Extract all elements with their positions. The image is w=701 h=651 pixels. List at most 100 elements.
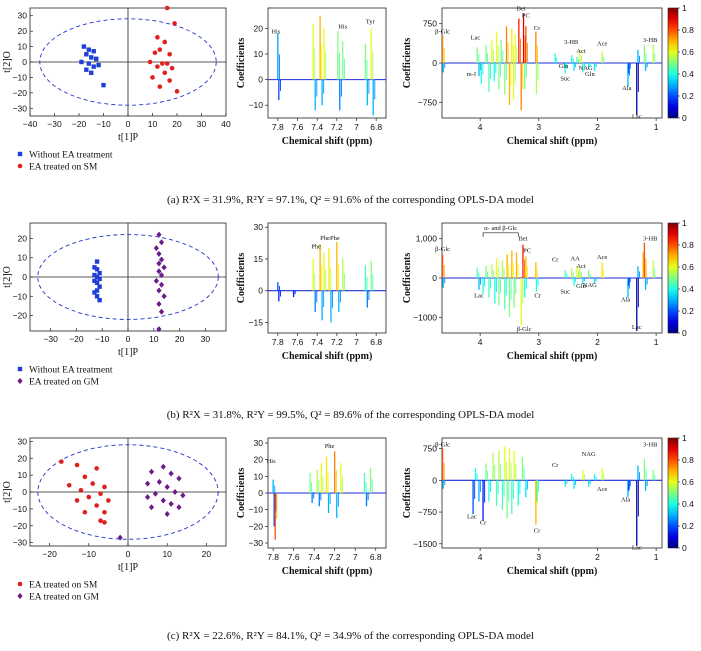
x-tick-label: 20 xyxy=(202,549,212,559)
x-tick-label: −40 xyxy=(23,119,38,129)
data-point xyxy=(94,294,100,299)
y-tick-label: 20 xyxy=(254,455,264,465)
colorbar-gradient xyxy=(667,7,679,119)
x-tick-label: 0 xyxy=(126,119,131,129)
x-tick-label: 3 xyxy=(536,337,541,347)
plot-frame xyxy=(441,437,663,549)
caption-text: R²X = 22.6%, R²Y = 84.1%, Q² = 34.9% of … xyxy=(182,630,534,642)
data-point xyxy=(86,494,92,500)
colorbar-c: 0 0.2 0.4 0.6 0.8 1 xyxy=(667,433,694,553)
data-point xyxy=(158,272,165,279)
coefficient-plot-aromatic-a: 7.8 7.6 7.4 7.2 7 6.8 −10 0 10 20 Chemical shift (… xyxy=(236,7,387,147)
peak-annotation: Bet xyxy=(518,236,527,243)
peak-annotation: PC xyxy=(523,247,531,254)
data-point xyxy=(156,260,162,267)
data-point xyxy=(92,272,97,278)
data-point xyxy=(94,503,99,508)
x-tick-label: 20 xyxy=(175,334,185,344)
x-tick-label: 7.8 xyxy=(272,337,284,347)
colorbar-tick-label: 1 xyxy=(682,3,687,13)
x-tick-label: 3 xyxy=(536,122,541,132)
colorbar-tick-label: 0.2 xyxy=(682,306,694,316)
data-point xyxy=(92,265,97,270)
data-point xyxy=(156,250,162,257)
scatter-plot-c: −20 −10 0 10 20 −30 −20 −10 0 10 20 30 t[1]P t[2]O EA … xyxy=(2,436,227,603)
x-tick-label: 7.8 xyxy=(267,552,279,562)
data-point xyxy=(93,56,99,62)
y-tick-label: −10 xyxy=(13,504,28,514)
peak-annotation: Lac xyxy=(471,34,481,41)
colorbar-tick-label: 0.4 xyxy=(682,499,694,509)
y-tick-label: −30 xyxy=(13,103,28,113)
data-point xyxy=(86,47,91,52)
y-tick-label: 15 xyxy=(254,254,264,264)
peak-annotation: β-Glc xyxy=(435,29,450,36)
y-tick-label: 30 xyxy=(254,222,264,232)
data-point xyxy=(158,239,165,246)
y-tick-label: 750 xyxy=(423,444,437,454)
data-point xyxy=(158,308,165,315)
peak-annotation: Cr xyxy=(534,293,541,300)
x-tick-label: −10 xyxy=(96,119,111,129)
x-tick-label: 1 xyxy=(654,337,659,347)
data-point xyxy=(162,70,168,76)
data-point xyxy=(106,498,111,503)
data-point xyxy=(148,468,155,475)
peak-annotation: m-I xyxy=(467,71,476,78)
data-point xyxy=(102,520,107,525)
x-tick-label: 20 xyxy=(172,119,182,129)
peak-annotation: His xyxy=(271,29,281,36)
data-point xyxy=(74,498,80,503)
x-tick-label: 10 xyxy=(162,549,172,559)
data-point xyxy=(180,492,186,499)
data-point xyxy=(79,59,84,65)
x-tick-label: −10 xyxy=(82,549,97,559)
x-axis-label: Chemical shift (ppm) xyxy=(282,566,373,577)
data-point xyxy=(176,475,182,482)
y-tick-label: 10 xyxy=(18,42,28,52)
data-point xyxy=(152,490,159,497)
legend-label: EA treated on SM xyxy=(29,163,98,173)
y-axis-label: t[2]O xyxy=(2,51,13,73)
peak-annotation: Lac xyxy=(632,324,642,331)
peak-annotation: Cr xyxy=(534,25,541,32)
peak-annotation: 3-HB xyxy=(564,39,579,46)
peak-annotation: Cr xyxy=(480,520,487,527)
y-tick-label: 0 xyxy=(432,273,437,283)
peak-annotation: Act xyxy=(576,263,586,270)
x-tick-label: 4 xyxy=(478,552,483,562)
peak-annotation: Phe xyxy=(320,235,330,242)
data-point xyxy=(172,21,177,26)
y-axis-label: t[2]O xyxy=(2,481,13,503)
data-point xyxy=(156,287,162,294)
x-tick-label: 1 xyxy=(654,552,659,562)
data-point xyxy=(160,497,166,504)
data-point xyxy=(152,50,158,56)
legend-label: Without EA treatment xyxy=(29,151,113,161)
peak-annotation: Ala xyxy=(621,496,631,503)
panel-caption-c: (c) R²X = 22.6%, R²Y = 84.1%, Q² = 34.9%… xyxy=(0,630,701,642)
data-point xyxy=(156,231,162,238)
y-tick-label: −10 xyxy=(13,72,28,82)
peak-annotation: 3-HB xyxy=(643,441,658,448)
data-point xyxy=(150,75,155,80)
peak-annotation: Ala xyxy=(621,297,631,304)
x-tick-label: 10 xyxy=(148,119,158,129)
y-tick-label: 0 xyxy=(22,57,27,67)
data-point xyxy=(156,268,162,275)
peak-annotation: Cr xyxy=(534,527,541,534)
legend-marker xyxy=(17,163,23,169)
colorbar-tick-label: 0.2 xyxy=(682,521,694,531)
legend-marker xyxy=(17,378,23,384)
colorbar-tick-label: 0.8 xyxy=(682,25,694,35)
caption-label: (b) xyxy=(166,409,183,421)
coefficient-plot-aromatic-c: 7.8 7.6 7.4 7.2 7 6.8 −30 −20 −10 0 10 20 30 Chemical… xyxy=(236,437,387,577)
peak-annotation: Act xyxy=(576,48,586,55)
data-point xyxy=(84,67,89,72)
x-axis-label: Chemical shift (ppm) xyxy=(507,136,598,147)
x-tick-label: 7.2 xyxy=(331,337,343,347)
y-tick-label: 10 xyxy=(254,471,264,481)
y-tick-label: 1,000 xyxy=(416,234,438,244)
data-point xyxy=(97,270,102,276)
x-tick-label: 7.8 xyxy=(272,122,284,132)
